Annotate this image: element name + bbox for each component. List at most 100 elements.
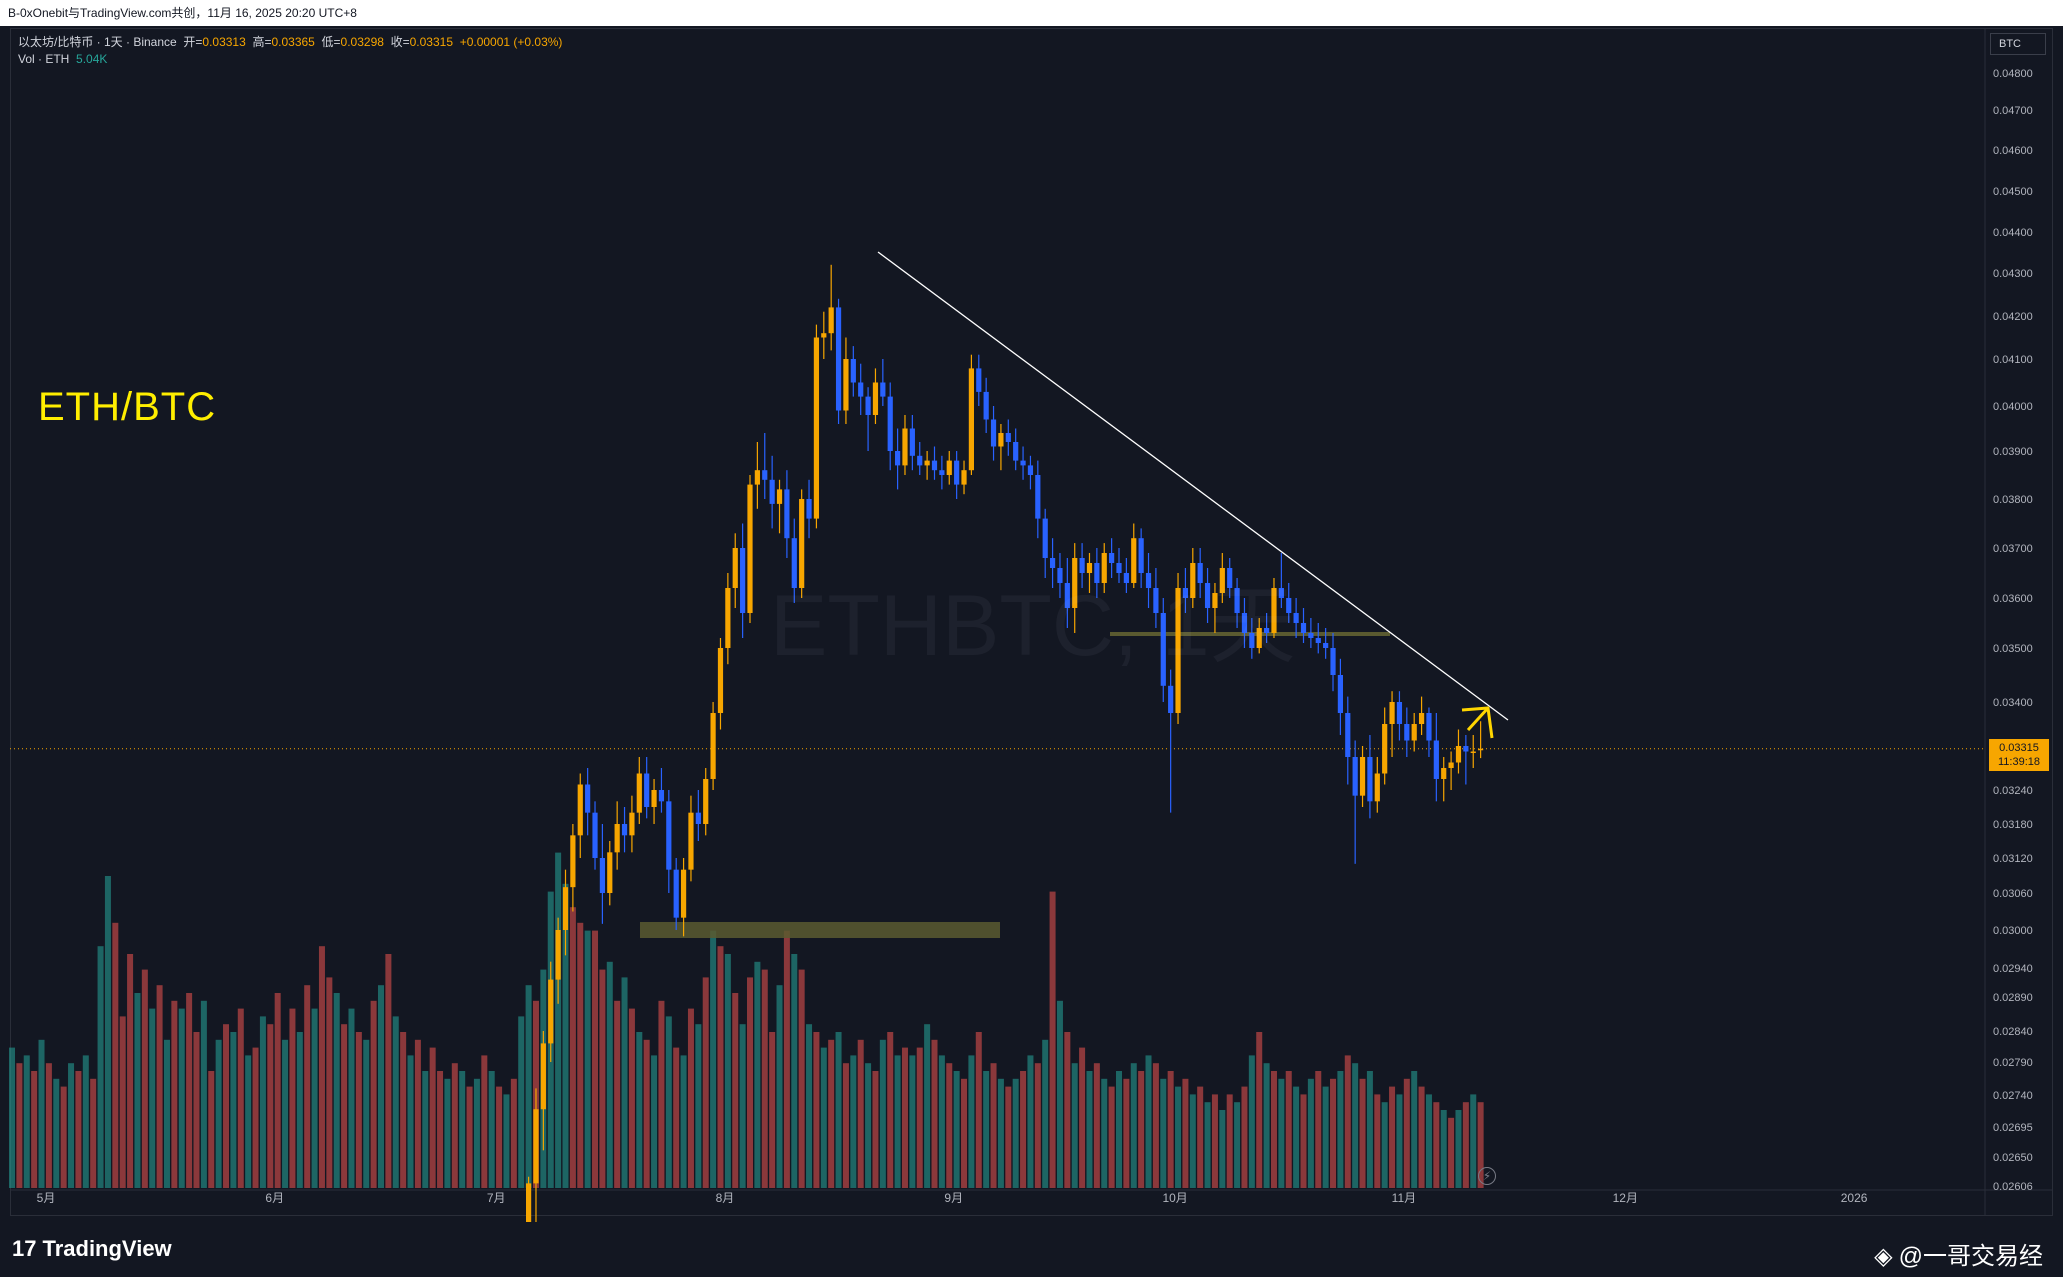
- volume-bar: [510, 1078, 517, 1188]
- candle-body: [1286, 598, 1292, 613]
- volume-bar: [311, 1008, 318, 1188]
- candle-body: [1005, 433, 1011, 442]
- volume-bar: [119, 1016, 126, 1188]
- volume-bar: [577, 922, 584, 1188]
- volume-bar: [370, 1000, 377, 1188]
- candle-body: [1064, 583, 1070, 608]
- candle-body: [1470, 751, 1476, 753]
- candle-body: [990, 419, 997, 447]
- volume-bar: [1079, 1047, 1086, 1188]
- volume-bar: [975, 1032, 982, 1188]
- volume-bar: [865, 1063, 872, 1188]
- symbol-watermark: ETHBTC, 1天: [770, 578, 1296, 674]
- volume-bar: [1248, 1055, 1255, 1188]
- candle-body: [599, 858, 605, 893]
- low-label: 低=: [321, 35, 341, 49]
- candle-body: [1219, 568, 1225, 593]
- candle-body: [1116, 563, 1122, 573]
- candle-body: [703, 779, 709, 824]
- volume-bar: [97, 946, 104, 1188]
- volume-bar: [186, 993, 193, 1188]
- volume-bar: [178, 1008, 185, 1188]
- candle-body: [1241, 613, 1248, 633]
- volume-bar: [879, 1039, 886, 1188]
- candle-body: [1042, 518, 1048, 558]
- volume-bar: [643, 1039, 650, 1188]
- candle-body: [673, 869, 679, 918]
- volume-bar: [569, 907, 576, 1188]
- symbol-title[interactable]: 以太坊/比特币 · 1天 · Binance: [18, 35, 177, 49]
- volume-bar: [1307, 1078, 1314, 1188]
- volume-label[interactable]: Vol · ETH: [18, 52, 70, 66]
- arrow-annotation[interactable]: [1466, 706, 1494, 739]
- price-tick-label: 0.02650: [1993, 1152, 2033, 1164]
- price-tick-label: 0.04500: [1993, 186, 2033, 198]
- volume-bar: [791, 954, 798, 1188]
- candle-body: [1308, 633, 1314, 638]
- price-tick-label: 0.02890: [1993, 992, 2033, 1004]
- volume-bar: [732, 993, 739, 1188]
- volume-bar: [16, 1063, 23, 1188]
- price-tick-label: 0.03400: [1993, 697, 2033, 709]
- volume-bar: [1086, 1071, 1093, 1188]
- volume-bar: [599, 969, 606, 1188]
- volume-bar: [1241, 1086, 1248, 1188]
- bolt-icon[interactable]: ⚡: [1478, 1167, 1496, 1185]
- candle-body: [998, 433, 1004, 447]
- volume-bar: [53, 1078, 60, 1188]
- price-tick-label: 0.04700: [1993, 105, 2033, 117]
- volume-bar: [75, 1071, 82, 1188]
- volume-bar: [1204, 1102, 1211, 1188]
- volume-bar: [665, 1016, 672, 1188]
- current-price-value: 0.03315: [1999, 742, 2039, 754]
- support-zone[interactable]: [640, 922, 1000, 938]
- volume-bar: [473, 1078, 480, 1188]
- candle-body: [1330, 648, 1336, 675]
- candle-body: [1404, 724, 1410, 741]
- volume-bar: [1093, 1063, 1100, 1188]
- candle-body: [1094, 563, 1100, 583]
- candle-body: [872, 382, 879, 415]
- volume-bar: [488, 1071, 495, 1188]
- currency-label[interactable]: BTC: [1990, 33, 2046, 55]
- attribution-text: B-0xOnebit与TradingView.com共创，11月 16, 202…: [8, 6, 357, 20]
- time-tick-label: 7月: [487, 1191, 506, 1205]
- candle-body: [688, 812, 694, 870]
- volume-bar: [916, 1047, 923, 1188]
- volume-bar: [1197, 1086, 1204, 1188]
- volume-bar: [702, 977, 709, 1188]
- open-value: 0.03313: [202, 35, 246, 49]
- volume-bar: [1411, 1071, 1418, 1188]
- volume-bar: [1352, 1063, 1359, 1188]
- candle-body: [548, 979, 554, 1044]
- volume-bar: [23, 1055, 30, 1188]
- volume-bar: [806, 1024, 813, 1188]
- candle-body: [865, 396, 871, 415]
- volume-bar: [584, 930, 591, 1188]
- volume-bar: [134, 993, 141, 1188]
- volume-bar: [1101, 1078, 1108, 1188]
- arrow-annotation-stem[interactable]: [1461, 706, 1489, 712]
- volume-bar: [783, 930, 790, 1188]
- price-tick-label: 0.03060: [1993, 888, 2033, 900]
- candle-body: [754, 470, 760, 485]
- current-price-label: 0.03315 11:39:18: [1989, 739, 2049, 771]
- volume-bar: [481, 1055, 488, 1188]
- candle-body: [1359, 757, 1366, 796]
- volume-bar: [378, 985, 384, 1188]
- volume-bar: [1381, 1102, 1388, 1188]
- volume-bar: [1337, 1071, 1344, 1188]
- downtrend-line[interactable]: [877, 251, 1509, 721]
- volume-bar: [341, 1024, 348, 1188]
- volume-bar: [459, 1071, 466, 1188]
- tradingview-logo[interactable]: 17 TradingView: [12, 1236, 172, 1262]
- candle-body: [1138, 538, 1144, 573]
- volume-bar: [237, 1008, 244, 1188]
- volume-bar: [31, 1071, 38, 1188]
- chart-svg[interactable]: 0.04800 0.04700 0.04600 0.04500 0.04400 0.043…: [0, 0, 2063, 1222]
- volume-bar: [466, 1086, 473, 1188]
- candle-body: [1153, 588, 1159, 613]
- volume-bar: [1116, 1071, 1122, 1188]
- candle-body: [917, 455, 923, 466]
- candle-body: [902, 428, 908, 466]
